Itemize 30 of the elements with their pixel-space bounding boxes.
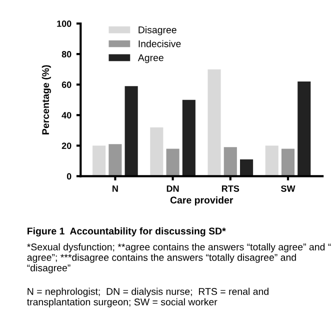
y-axis-title: Percentage (%) xyxy=(42,65,51,134)
y-tick-label: 60 xyxy=(62,82,72,88)
bar xyxy=(166,148,180,176)
x-tick-label: RTS xyxy=(222,185,240,192)
bar xyxy=(182,100,196,176)
bar xyxy=(240,159,254,176)
y-tick-label: 100 xyxy=(57,20,72,27)
bar xyxy=(208,69,221,176)
text: N = nephrologist; DN = dialysis nurse; RTS = renal and transplantation surgeon; SW = social worker xyxy=(27,288,268,308)
x-tick-label: SW xyxy=(280,185,296,192)
legend-label: Agree xyxy=(138,54,164,64)
bar xyxy=(298,82,311,176)
bar xyxy=(265,146,278,176)
bar xyxy=(224,147,237,176)
bar xyxy=(108,144,122,176)
y-tick-label: 80 xyxy=(62,51,72,58)
caption: Figure 1 Accountability for discussing SD* xyxy=(28,227,226,236)
y-tick-label: 0 xyxy=(66,173,72,180)
bar xyxy=(150,127,164,176)
y-tick-label: 20 xyxy=(62,142,72,150)
legend-label: Disagree xyxy=(138,26,176,36)
text: *Sexual dysfunction; **agree contains the answers “totally agree” and “ agree”; ***disagree contains the answers “totally disagree” and “disagree” xyxy=(27,243,331,274)
x-tick-label: DN xyxy=(166,186,179,192)
legend-label: Indecisive xyxy=(138,40,181,48)
bar xyxy=(281,148,295,176)
y-tick-label: 40 xyxy=(62,112,72,118)
bar xyxy=(124,86,138,176)
x-axis-title: Care provider xyxy=(170,196,234,206)
bar xyxy=(92,146,106,176)
x-tick-label: N xyxy=(112,186,118,192)
